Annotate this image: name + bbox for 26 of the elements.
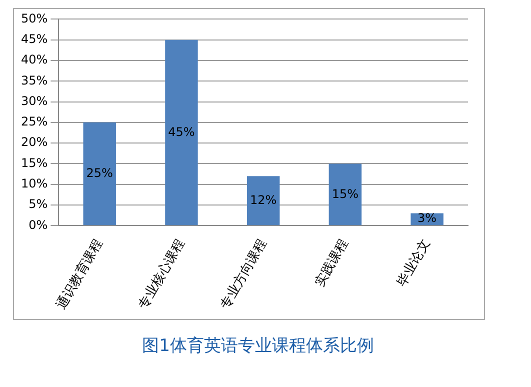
text: 图1体育英语专业课程体系比例	[141, 335, 375, 357]
y-tick-label: 50%	[21, 11, 48, 26]
y-tick-label: 35%	[21, 73, 48, 88]
data-label: 25%	[86, 166, 113, 180]
y-tick-label: 40%	[21, 52, 48, 67]
data-label: 12%	[250, 193, 277, 207]
x-tick-label: 毕业论文	[394, 236, 434, 290]
data-label: 15%	[332, 186, 359, 201]
y-tick-label: 20%	[21, 135, 48, 150]
x-tick-label: 专业核心课程	[135, 236, 188, 312]
y-tick-label: 25%	[21, 114, 48, 129]
bar	[83, 122, 116, 226]
data-label: 3%	[418, 210, 437, 225]
x-tick-label: 实践课程	[312, 236, 352, 290]
y-tick-label: 5%	[28, 197, 48, 212]
y-tick-label: 0%	[28, 218, 48, 232]
data-label: 45%	[168, 124, 195, 139]
bar	[246, 176, 280, 226]
y-tick-label: 15%	[21, 156, 48, 170]
y-tick-label: 45%	[21, 32, 48, 46]
x-tick-label: 通识教育课程	[53, 236, 106, 312]
bar	[165, 40, 198, 226]
y-tick-label: 10%	[21, 176, 48, 190]
bar	[328, 164, 362, 226]
y-tick-label: 30%	[21, 94, 48, 108]
x-tick-label: 专业方向课程	[216, 236, 270, 312]
